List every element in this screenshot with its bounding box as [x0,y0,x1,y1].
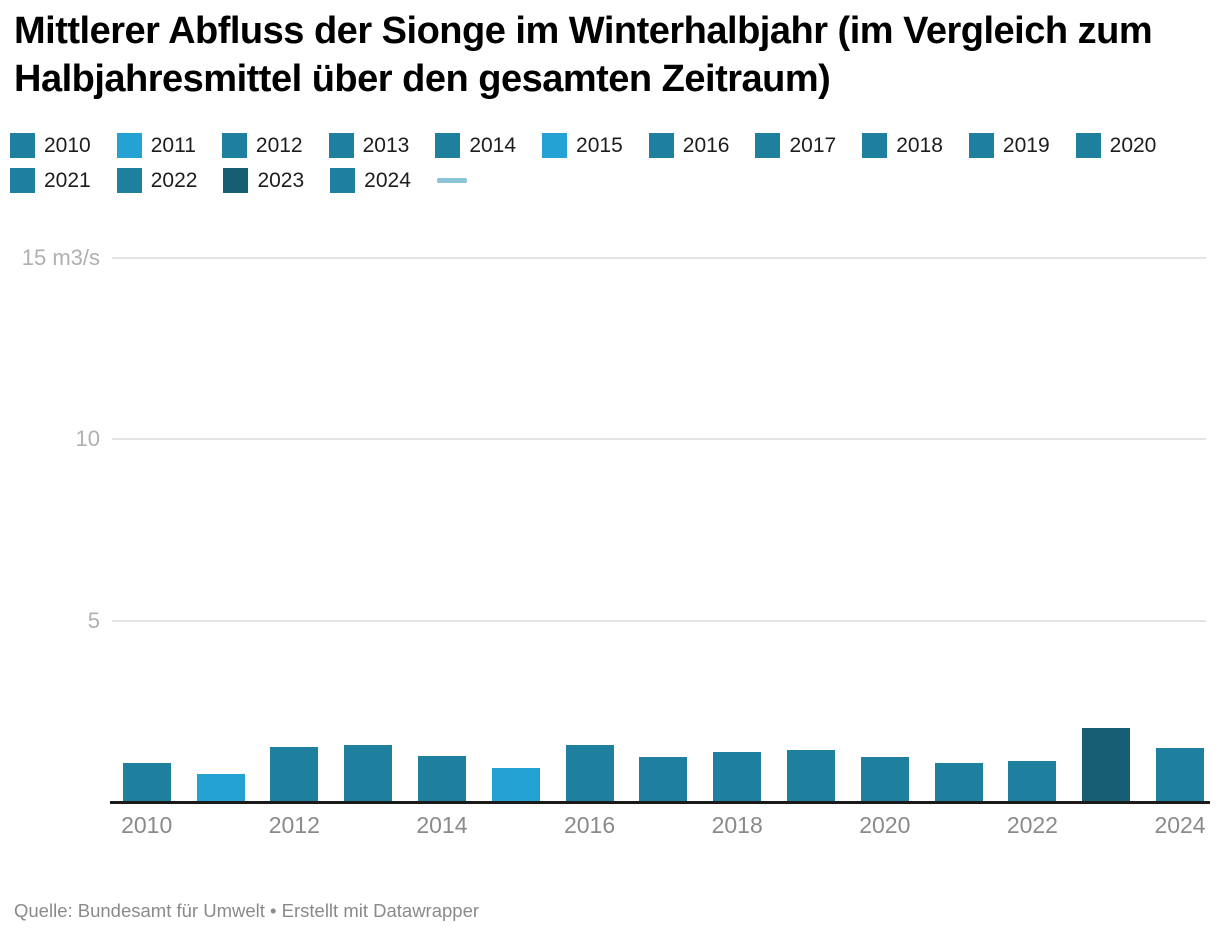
bar-2014[interactable] [417,755,466,801]
bar-2017[interactable] [639,757,688,801]
legend-label: 2024 [364,168,411,192]
legend-swatch [116,133,142,158]
legend-item-2015: 2015 [542,133,623,158]
bar-2024[interactable] [1156,748,1205,801]
legend-label: 2013 [362,133,410,157]
legend-item-2021: 2021 [10,168,91,193]
legend-label: 2014 [469,133,517,157]
legend-item-2014: 2014 [435,133,516,158]
legend-item-2022: 2022 [116,168,198,193]
x-tick-label-2018: 2018 [711,812,763,838]
bar-2011[interactable] [196,773,245,801]
bar-2020[interactable] [860,757,909,801]
bar-2023[interactable] [1082,728,1131,801]
legend-label: 2012 [255,133,303,157]
bar-2015[interactable] [491,768,540,801]
legend-swatch [542,133,568,158]
legend-swatch [116,168,142,193]
chart-area: 5 10 15 m3/s 2010 2012 2014 2016 2018 2020 2022 20… [0,230,1220,880]
bar-2019[interactable] [786,750,835,801]
x-axis-line [110,801,1210,804]
legend-item-2019: 2019 [968,133,1050,158]
gridline-15 [112,256,1206,259]
legend-label: 2021 [44,168,91,192]
legend-item-2023: 2023 [223,168,304,193]
legend-label: 2019 [1002,133,1050,157]
legend-label: 2017 [789,133,837,157]
legend-label: 2010 [44,133,91,157]
legend-item-2010: 2010 [10,133,91,158]
legend-label: 2015 [576,133,623,157]
legend-item-2020: 2020 [1075,133,1157,158]
legend-swatch [755,133,781,158]
bar-2018[interactable] [713,751,762,801]
x-tick-label-2012: 2012 [268,812,320,838]
bar-2013[interactable] [344,744,393,801]
bar-2021[interactable] [934,762,983,801]
legend-swatch [223,168,249,193]
legend-swatch [221,133,247,158]
legend-line-marker [436,178,467,183]
legend-item-2017: 2017 [755,133,836,158]
y-tick-label: 10 [75,426,100,451]
legend-label: 2018 [896,133,943,157]
legend-item-2018: 2018 [862,133,943,158]
gridline-5 [112,619,1206,622]
gridline-10 [112,438,1206,440]
legend-swatch [435,133,461,158]
x-tick-label-2022: 2022 [1006,812,1058,838]
legend-swatch [968,133,994,158]
y-tick-label: 5 [87,607,100,633]
legend-swatch [328,133,354,158]
legend-item-2012: 2012 [221,133,303,158]
legend-label: 2011 [150,133,196,157]
y-tick-label: 15 m3/s [21,244,100,270]
legend-label: 2020 [1109,133,1157,157]
legend-item-2024: 2024 [330,168,411,193]
x-tick-label-2020: 2020 [859,812,911,838]
legend-item-2011: 2011 [116,133,196,158]
legend-swatch [648,133,674,158]
legend-swatch [1075,133,1101,158]
bar-2012[interactable] [270,746,319,801]
legend-label: 2022 [150,168,198,192]
source-attribution: Quelle: Bundesamt für Umwelt • Erstellt … [14,900,480,921]
legend-item-2013: 2013 [328,133,410,158]
bar-2010[interactable] [122,762,171,801]
legend-label: 2016 [682,133,730,157]
legend-swatch [10,133,35,158]
legend-swatch [330,168,356,193]
chart-title: Mittlerer Abfluss der Sionge im Winterha… [14,10,1153,100]
legend: 2010 2011 2012 2013 2014 2015 2016 2017 2018 2019… [10,133,1215,193]
legend-label: 2023 [257,168,305,192]
x-tick-label-2014: 2014 [416,812,468,838]
legend-swatch [10,168,35,193]
legend-swatch [862,133,888,158]
bar-2016[interactable] [565,744,614,801]
x-tick-label-2016: 2016 [563,812,616,838]
x-tick-label-2010: 2010 [121,812,173,838]
legend-item-2016: 2016 [648,133,730,158]
bar-2022[interactable] [1008,761,1057,801]
x-tick-label-2024: 2024 [1154,812,1206,838]
